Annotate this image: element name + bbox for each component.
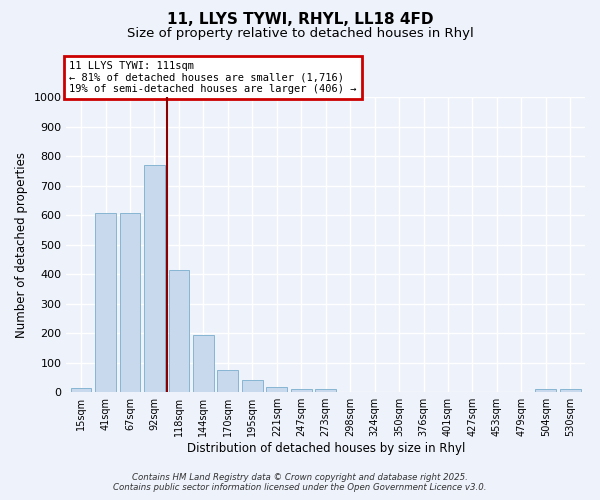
X-axis label: Distribution of detached houses by size in Rhyl: Distribution of detached houses by size …: [187, 442, 465, 455]
Text: 11, LLYS TYWI, RHYL, LL18 4FD: 11, LLYS TYWI, RHYL, LL18 4FD: [167, 12, 433, 28]
Y-axis label: Number of detached properties: Number of detached properties: [15, 152, 28, 338]
Bar: [266, 387, 287, 392]
Bar: [242, 380, 263, 392]
Text: Contains HM Land Registry data © Crown copyright and database right 2025.
Contai: Contains HM Land Registry data © Crown c…: [113, 473, 487, 492]
Bar: [95, 213, 116, 392]
Bar: [144, 165, 165, 392]
Bar: [119, 213, 140, 392]
Bar: [316, 390, 336, 392]
Bar: [291, 390, 311, 392]
Bar: [71, 388, 91, 392]
Bar: [560, 390, 581, 392]
Bar: [193, 335, 214, 392]
Text: Size of property relative to detached houses in Rhyl: Size of property relative to detached ho…: [127, 28, 473, 40]
Bar: [535, 390, 556, 392]
Text: 11 LLYS TYWI: 111sqm
← 81% of detached houses are smaller (1,716)
19% of semi-de: 11 LLYS TYWI: 111sqm ← 81% of detached h…: [69, 61, 356, 94]
Bar: [169, 270, 190, 392]
Bar: [217, 370, 238, 392]
